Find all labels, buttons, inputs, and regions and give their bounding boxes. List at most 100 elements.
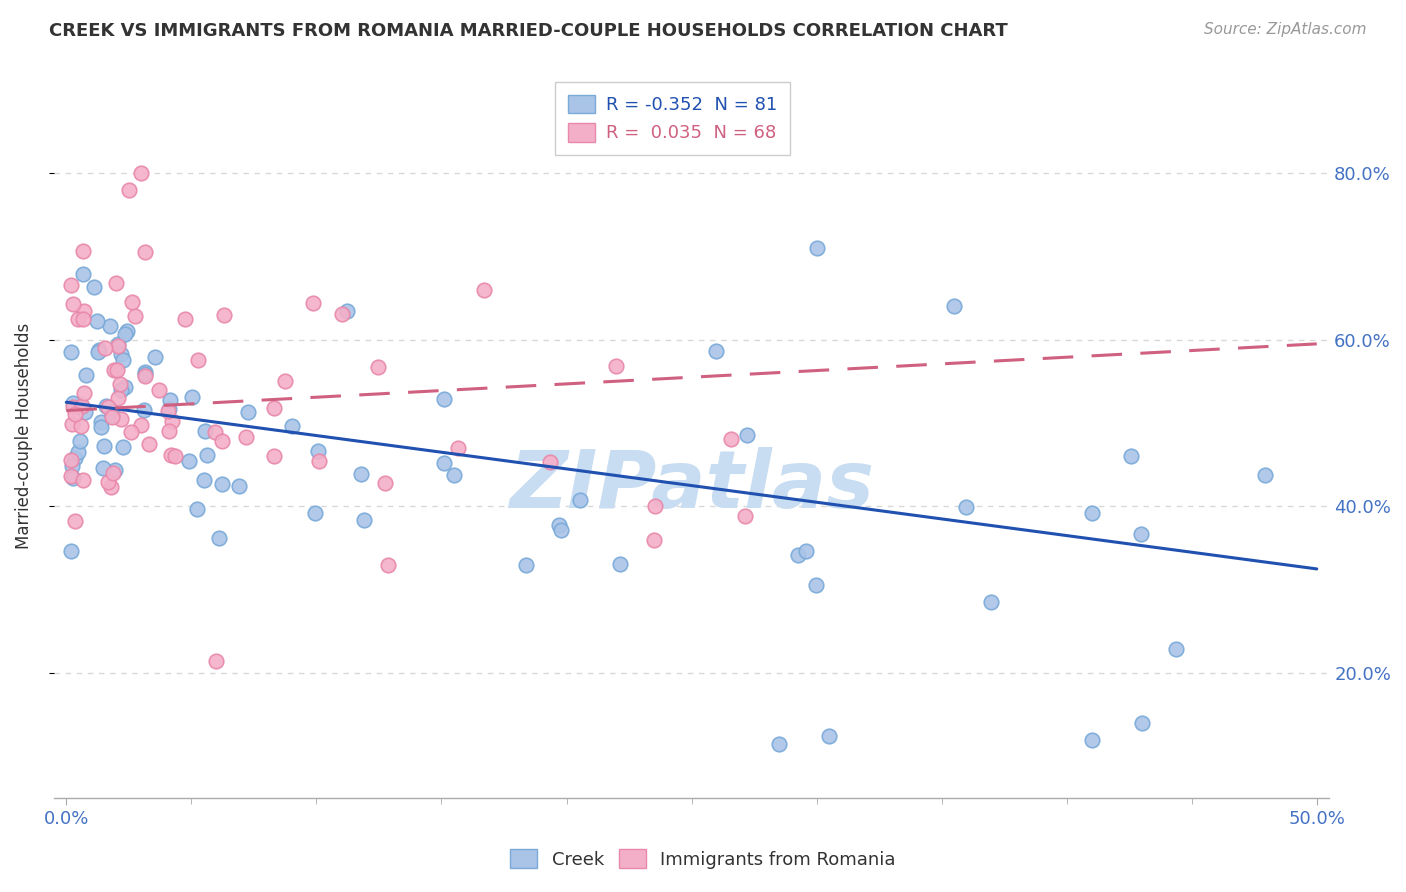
Point — [786, 549, 808, 563]
Point — [67, 312, 90, 326]
Point — [980, 595, 1002, 609]
Point — [208, 531, 231, 545]
Point — [720, 432, 742, 446]
Point — [134, 369, 156, 384]
Point — [194, 425, 217, 439]
Point — [72, 268, 94, 282]
Point — [734, 509, 756, 524]
Point — [236, 405, 259, 419]
Point — [105, 363, 128, 377]
Point — [62, 297, 84, 311]
Point — [72, 473, 94, 487]
Point — [60, 453, 83, 467]
Point — [103, 363, 125, 377]
Point — [955, 500, 977, 514]
Point — [121, 294, 143, 309]
Point — [66, 444, 89, 458]
Point — [173, 312, 195, 326]
Point — [98, 319, 121, 334]
Point — [374, 475, 396, 490]
Point — [186, 502, 208, 516]
Point — [94, 399, 117, 413]
Point — [159, 392, 181, 407]
Point — [73, 385, 96, 400]
Point — [114, 326, 136, 341]
Point — [69, 434, 91, 448]
Point — [148, 383, 170, 397]
Point — [377, 558, 399, 572]
Point — [120, 425, 142, 440]
Point — [644, 499, 666, 513]
Point — [110, 377, 132, 392]
Point — [1081, 506, 1104, 520]
Point — [87, 344, 110, 359]
Point — [72, 304, 94, 318]
Point — [211, 477, 233, 491]
Point — [110, 412, 132, 426]
Point — [115, 324, 138, 338]
Text: Source: ZipAtlas.com: Source: ZipAtlas.com — [1204, 22, 1367, 37]
Point — [107, 337, 129, 351]
Point — [65, 450, 87, 465]
Point — [60, 278, 83, 293]
Point — [806, 241, 828, 255]
Point — [1080, 732, 1102, 747]
Point — [131, 166, 153, 180]
Point — [187, 352, 209, 367]
Point — [204, 425, 226, 439]
Point — [474, 283, 496, 297]
Point — [263, 401, 285, 416]
Point — [160, 449, 183, 463]
Point — [1130, 716, 1153, 731]
Point — [643, 533, 665, 547]
Point — [72, 399, 94, 413]
Point — [114, 380, 136, 394]
Point — [60, 344, 83, 359]
Point — [62, 401, 84, 415]
Point — [138, 436, 160, 450]
Point — [330, 307, 353, 321]
Point — [1121, 450, 1143, 464]
Point — [90, 419, 112, 434]
Point — [143, 351, 166, 365]
Point — [60, 468, 83, 483]
Point — [90, 415, 112, 429]
Point — [110, 347, 132, 361]
Point — [447, 442, 470, 456]
Point — [515, 558, 537, 572]
Point — [367, 359, 389, 374]
Point — [157, 424, 180, 438]
Point — [350, 467, 373, 482]
Point — [60, 459, 83, 474]
Point — [100, 480, 122, 494]
Point — [547, 518, 569, 533]
Point — [177, 454, 200, 468]
Point — [73, 405, 96, 419]
Point — [280, 419, 302, 434]
Point — [107, 339, 129, 353]
Point — [62, 395, 84, 409]
Point — [212, 308, 235, 322]
Point — [89, 343, 111, 358]
Point — [134, 365, 156, 379]
Point — [235, 430, 257, 444]
Point — [205, 654, 228, 668]
Point — [193, 473, 215, 487]
Point — [308, 453, 330, 467]
Point — [100, 405, 122, 419]
Point — [301, 296, 323, 310]
Point — [263, 449, 285, 463]
Point — [195, 448, 218, 462]
Point — [129, 417, 152, 432]
Point — [101, 466, 124, 480]
Point — [134, 402, 156, 417]
Point — [124, 309, 146, 323]
Point — [110, 383, 132, 397]
Legend: Creek, Immigrants from Romania: Creek, Immigrants from Romania — [503, 842, 903, 876]
Text: CREEK VS IMMIGRANTS FROM ROMANIA MARRIED-COUPLE HOUSEHOLDS CORRELATION CHART: CREEK VS IMMIGRANTS FROM ROMANIA MARRIED… — [49, 22, 1008, 40]
Point — [94, 341, 117, 355]
Point — [1254, 467, 1277, 482]
Point — [336, 304, 359, 318]
Point — [69, 418, 91, 433]
Point — [1129, 527, 1152, 541]
